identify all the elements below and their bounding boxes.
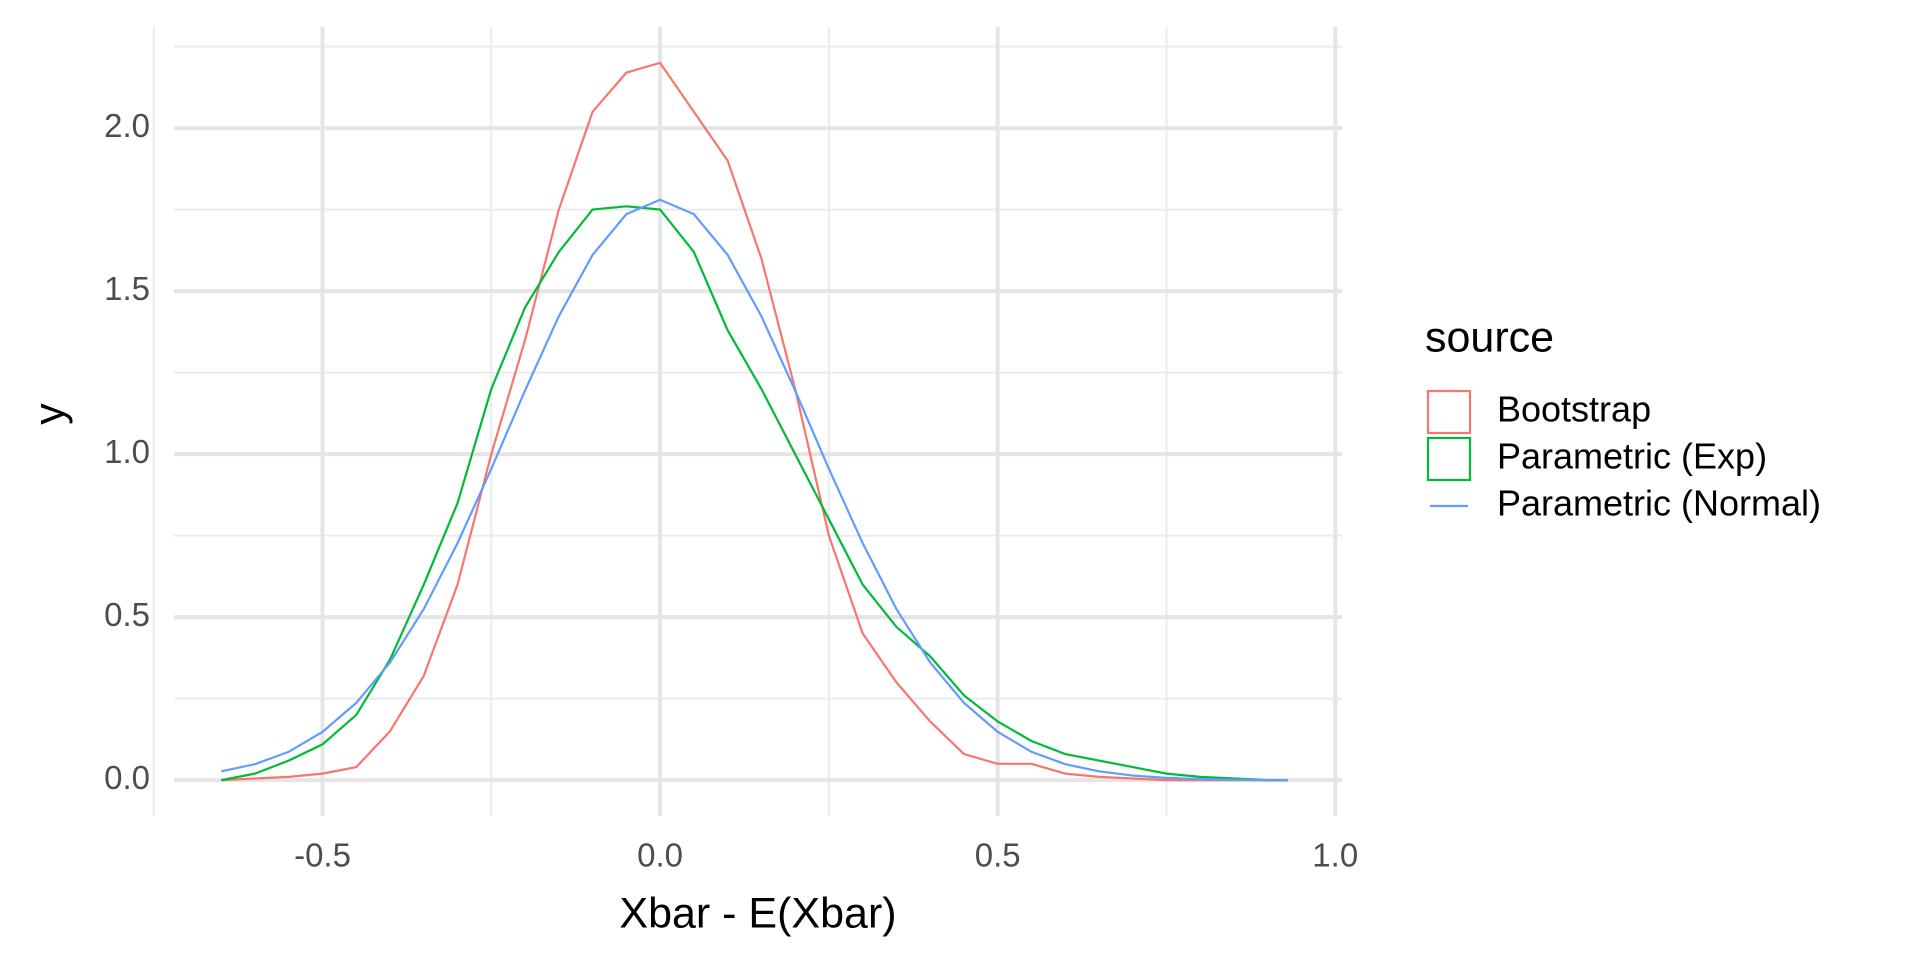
y-axis-title: y xyxy=(25,403,73,425)
legend-key xyxy=(1426,389,1472,435)
legend-label: Bootstrap xyxy=(1497,389,1651,430)
y-tick-label: 1.5 xyxy=(104,270,150,307)
legend-key xyxy=(1426,436,1472,482)
density-line xyxy=(221,198,1288,782)
y-tick-label: 2.0 xyxy=(104,107,150,144)
density-line xyxy=(221,205,1288,782)
x-tick-label: 0.5 xyxy=(975,837,1021,874)
legend-label: Parametric (Exp) xyxy=(1497,436,1767,477)
legend-title: source xyxy=(1425,313,1554,361)
x-tick-label: -0.5 xyxy=(294,837,351,874)
legend-label: Parametric (Normal) xyxy=(1497,483,1821,524)
x-axis-title: Xbar - E(Xbar) xyxy=(619,889,896,937)
x-tick-label: 0.0 xyxy=(637,837,683,874)
y-tick-label: 1.0 xyxy=(104,433,150,470)
y-tick-label: 0.0 xyxy=(104,759,150,796)
y-tick-label: 0.5 xyxy=(104,596,150,633)
density-line xyxy=(221,61,1288,782)
x-tick-label: 1.0 xyxy=(1312,837,1358,874)
